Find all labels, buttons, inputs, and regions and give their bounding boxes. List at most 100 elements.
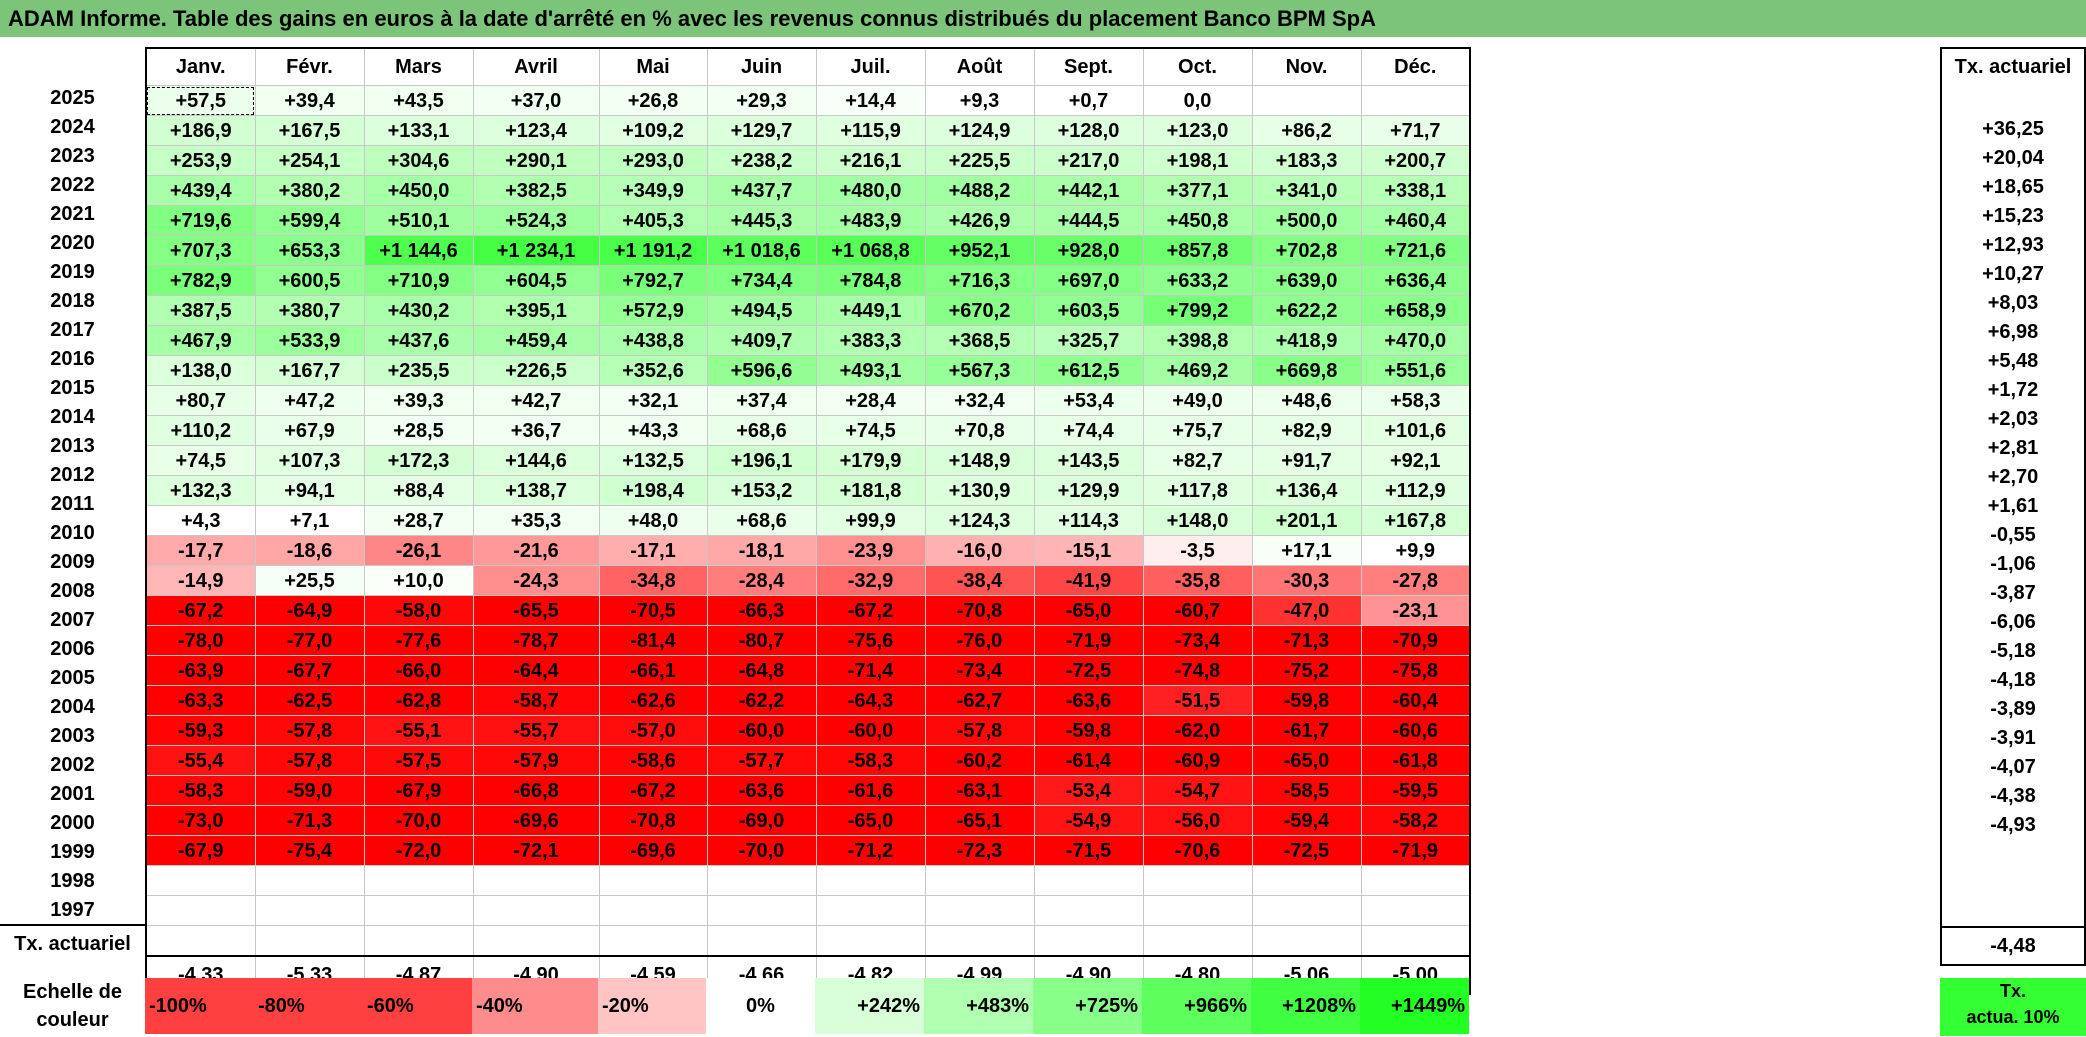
value-cell: -54,9 <box>1033 805 1144 836</box>
table-row: -14,9 +25,5 +10,0 -24,3 -34,8 -28,4 -32,9 -38,4… <box>145 565 1471 596</box>
value-cell <box>924 865 1035 896</box>
value-cell: +792,7 <box>598 265 708 296</box>
year-label: 2022 <box>50 173 95 196</box>
value-cell: -70,5 <box>598 595 708 626</box>
value-cell: +710,9 <box>363 265 474 296</box>
value-cell: -73,4 <box>1142 625 1253 656</box>
value-cell: +144,6 <box>472 445 600 476</box>
year-label: 1999 <box>50 840 95 863</box>
value-cell: +716,3 <box>924 265 1035 296</box>
value-cell: +1 191,2 <box>598 235 708 266</box>
value-cell <box>363 925 474 957</box>
tx-value: -4,18 <box>1990 668 2036 691</box>
value-cell: +596,6 <box>706 355 817 386</box>
value-cell: +88,4 <box>363 475 474 506</box>
value-cell: -71,2 <box>815 835 926 866</box>
value-cell: +572,9 <box>598 295 708 326</box>
value-cell: -72,5 <box>1033 655 1144 686</box>
value-cell <box>1142 925 1253 957</box>
value-cell: +437,7 <box>706 175 817 206</box>
value-cell: -73,0 <box>145 805 256 836</box>
value-cell: +368,5 <box>924 325 1035 356</box>
value-cell <box>598 895 708 926</box>
value-cell: +132,5 <box>598 445 708 476</box>
value-cell: -53,4 <box>1033 775 1144 806</box>
footer-tx: -4,48 <box>1941 926 2085 965</box>
value-cell: +636,4 <box>1360 265 1471 296</box>
value-cell: +132,3 <box>145 475 256 506</box>
value-cell: -57,8 <box>254 745 365 776</box>
value-cell <box>598 925 708 957</box>
value-cell: +702,8 <box>1251 235 1362 266</box>
year-label: 2001 <box>50 782 95 805</box>
value-cell: -67,7 <box>254 655 365 686</box>
tx-value: +8,03 <box>1987 291 2039 314</box>
month-header: Déc. <box>1360 47 1471 86</box>
value-cell: +133,1 <box>363 115 474 146</box>
value-cell: +469,2 <box>1142 355 1253 386</box>
value-cell: -17,1 <box>598 535 708 566</box>
color-scale-label: Echelle de couleur <box>0 978 145 1036</box>
year-label: 2010 <box>50 521 95 544</box>
table-row: +110,2 +67,9 +28,5 +36,7 +43,3 +68,6 +74,5 +70,… <box>145 415 1471 446</box>
tx-value <box>1941 839 2085 868</box>
value-cell: +167,5 <box>254 115 365 146</box>
value-cell: +68,6 <box>706 505 817 536</box>
value-cell: -47,0 <box>1251 595 1362 626</box>
value-cell: +639,0 <box>1251 265 1362 296</box>
value-cell: +92,1 <box>1360 445 1471 476</box>
value-cell: +124,3 <box>924 505 1035 536</box>
value-cell <box>472 865 600 896</box>
value-cell: +500,0 <box>1251 205 1362 236</box>
value-cell: -67,2 <box>145 595 256 626</box>
value-cell: +1 068,8 <box>815 235 926 266</box>
tx-value: -3,87 <box>1990 581 2036 604</box>
value-cell: +1 234,1 <box>472 235 600 266</box>
value-cell: +697,0 <box>1033 265 1144 296</box>
value-cell: +82,7 <box>1142 445 1253 476</box>
value-cell: -17,7 <box>145 535 256 566</box>
year-label: 2009 <box>50 550 95 573</box>
value-cell: +293,0 <box>598 145 708 176</box>
value-cell: +57,5 <box>145 85 256 116</box>
value-cell <box>924 895 1035 926</box>
value-cell: -24,3 <box>472 565 600 596</box>
value-cell: +857,8 <box>1142 235 1253 266</box>
value-cell <box>472 895 600 926</box>
table-row <box>145 895 1471 926</box>
value-cell: +799,2 <box>1142 295 1253 326</box>
value-cell: -62,2 <box>706 685 817 716</box>
value-cell: -3,5 <box>1142 535 1253 566</box>
value-cell: +612,5 <box>1033 355 1144 386</box>
value-cell: -70,8 <box>924 595 1035 626</box>
value-cell: +290,1 <box>472 145 600 176</box>
value-cell <box>254 895 365 926</box>
scale-swatch: +725% <box>1033 978 1142 1034</box>
month-header: Mai <box>598 47 708 86</box>
value-cell: -60,0 <box>815 715 926 746</box>
value-cell: +445,3 <box>706 205 817 236</box>
value-cell: +380,2 <box>254 175 365 206</box>
table-row <box>145 925 1471 957</box>
value-cell: -70,6 <box>1142 835 1253 866</box>
table-row: -78,0 -77,0 -77,6 -78,7 -81,4 -80,7 -75,6 -76,0… <box>145 625 1471 656</box>
value-cell: +17,1 <box>1251 535 1362 566</box>
value-cell: -26,1 <box>363 535 474 566</box>
value-cell: -62,5 <box>254 685 365 716</box>
value-cell: -51,5 <box>1142 685 1253 716</box>
value-cell: +74,4 <box>1033 415 1144 446</box>
value-cell: -71,3 <box>1251 625 1362 656</box>
value-cell: -65,1 <box>924 805 1035 836</box>
tx-value: +2,81 <box>1987 436 2039 459</box>
value-cell: +200,7 <box>1360 145 1471 176</box>
gains-table: Janv. Févr. Mars Avril Mai Juin Juil. Août Sept.… <box>145 47 1471 995</box>
value-cell: +99,9 <box>815 505 926 536</box>
value-cell: -63,6 <box>1033 685 1144 716</box>
value-cell: -57,0 <box>598 715 708 746</box>
value-cell: +225,5 <box>924 145 1035 176</box>
value-cell: -59,4 <box>1251 805 1362 836</box>
value-cell <box>1033 865 1144 896</box>
actuarial-rate-scale-swatch: Tx. actua. 10% <box>1940 978 2086 1036</box>
value-cell: -62,0 <box>1142 715 1253 746</box>
value-cell: -75,2 <box>1251 655 1362 686</box>
